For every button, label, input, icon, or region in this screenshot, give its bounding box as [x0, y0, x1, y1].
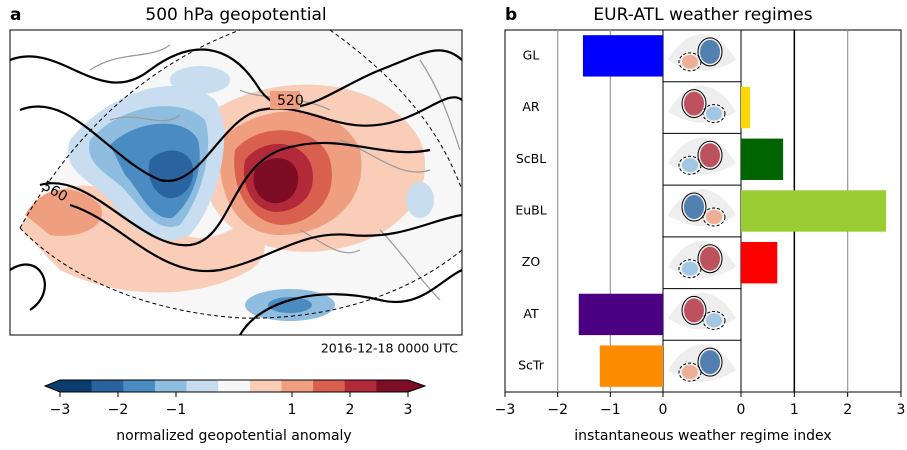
bar	[599, 345, 663, 387]
x-tick-label: 3	[897, 402, 906, 418]
inset-blob	[706, 313, 722, 328]
colorbar-label: normalized geopotential anomaly	[116, 428, 351, 444]
annotation: 2016-12-18 0000 UTC	[321, 341, 458, 356]
colorbar-segment	[154, 380, 188, 392]
bar	[741, 242, 778, 284]
colorbar-extend	[408, 380, 425, 392]
inset-map	[668, 240, 736, 279]
inset-contour	[702, 310, 726, 330]
colorbar-tick-label: −2	[108, 402, 129, 418]
category-label: GL	[523, 47, 540, 62]
colorbar-segment	[91, 380, 124, 392]
inset-blob	[700, 39, 720, 64]
category-label: EuBL	[515, 203, 546, 218]
inset-contour	[681, 192, 707, 222]
colorbar-segment	[344, 380, 377, 392]
colorbar-tick-label: −3	[50, 402, 71, 418]
chart-title: 500 hPa geopotential	[145, 5, 326, 25]
inset-contour	[678, 362, 702, 382]
bar	[741, 190, 887, 232]
bar	[741, 138, 784, 180]
inset-blob	[682, 158, 698, 173]
panel-label: b	[505, 5, 517, 25]
map-field	[10, 30, 462, 335]
inset-map	[668, 292, 736, 330]
colorbar-extend	[45, 380, 60, 392]
inset-contour	[681, 295, 707, 325]
colorbar-tick-label: 1	[288, 402, 297, 418]
colorbar-segment	[376, 380, 409, 392]
inset-blob	[682, 365, 698, 380]
colorbar-segment	[186, 380, 219, 392]
inset-blob	[700, 350, 720, 375]
category-label: AR	[522, 99, 540, 114]
inset-contour	[697, 37, 723, 67]
inset-map	[668, 344, 736, 382]
inset-blob	[700, 143, 720, 168]
x-tick-label: 0	[737, 402, 746, 418]
inset-map	[668, 85, 736, 124]
inset-contour	[702, 104, 726, 124]
x-tick-label: 2	[843, 402, 852, 418]
category-label: AT	[523, 306, 539, 321]
inset-contour	[678, 52, 702, 72]
label-bg	[270, 91, 300, 109]
inset-map	[668, 189, 736, 227]
x-tick-label: 1	[790, 402, 799, 418]
colorbar-tick-label: 2	[346, 402, 355, 418]
category-label: ZO	[522, 254, 541, 269]
colorbar-tick-label: 3	[404, 402, 413, 418]
inset-blob	[700, 246, 720, 271]
inset-blob	[706, 106, 722, 121]
contour-label: 520	[277, 93, 304, 109]
colorbar-segment	[249, 380, 282, 392]
inset-blob	[682, 54, 698, 69]
inset-contour	[702, 207, 726, 227]
inset-contour	[697, 347, 723, 377]
inset-blob	[706, 210, 722, 224]
colorbar-segment	[313, 380, 346, 392]
inset-blob	[684, 91, 704, 116]
colorbar-segment	[218, 380, 251, 392]
inset-contour	[697, 140, 723, 170]
bar	[741, 86, 751, 129]
inset-contour	[681, 89, 707, 119]
colorbar-segment	[281, 380, 314, 392]
bar	[582, 35, 663, 77]
x-tick-label: −1	[600, 402, 621, 418]
inset-blob	[682, 261, 698, 276]
category-label: ScTr	[518, 358, 545, 373]
x-tick-label: −3	[495, 402, 516, 418]
map-frame	[9, 29, 463, 336]
inset-map	[668, 137, 736, 175]
inset-contour	[678, 259, 702, 279]
inset-contour	[678, 155, 702, 175]
x-tick-label: 0	[659, 402, 668, 418]
x-axis-label: instantaneous weather regime index	[574, 428, 831, 444]
colorbar-tick-label: −1	[166, 402, 187, 418]
chart-title: EUR-ATL weather regimes	[593, 5, 812, 25]
x-tick-label: −2	[547, 402, 568, 418]
inset-blob	[684, 298, 704, 323]
inset-map	[668, 33, 736, 72]
inset-contour	[697, 244, 723, 274]
panel-label: a	[10, 5, 21, 25]
colorbar-segment	[60, 380, 93, 392]
colorbar-segment	[123, 380, 156, 392]
category-label: ScBL	[516, 151, 546, 166]
inset-blob	[684, 195, 704, 219]
bar	[578, 293, 663, 336]
